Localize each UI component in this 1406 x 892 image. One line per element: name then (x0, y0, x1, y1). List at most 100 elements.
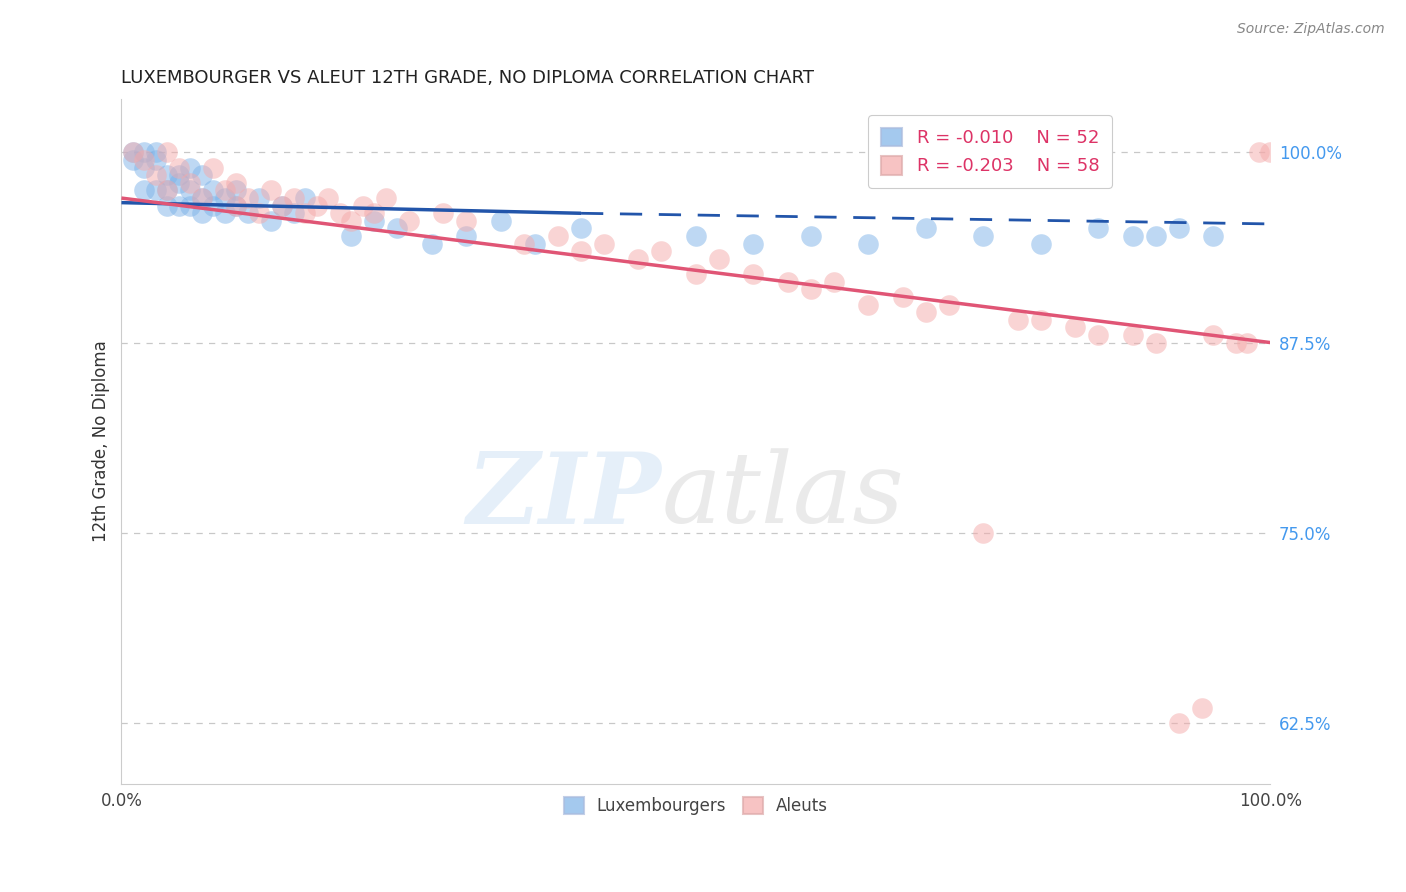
Point (122, 145, 145, 160)
Point (145, 168, 167, 182)
Point (202, 184, 225, 198)
Point (972, 229, 994, 244)
Point (191, 191, 214, 205)
Point (1029, 312, 1052, 326)
Point (1260, 145, 1282, 160)
Point (1144, 335, 1167, 350)
Point (271, 199, 294, 213)
Point (1247, 145, 1270, 160)
Point (1191, 700, 1213, 714)
Point (420, 236, 443, 251)
Point (569, 244, 592, 259)
Point (247, 206, 270, 220)
Point (858, 236, 880, 251)
Point (1122, 229, 1144, 244)
Point (1202, 229, 1225, 244)
Point (179, 184, 201, 198)
Point (156, 168, 179, 182)
Point (891, 290, 914, 304)
Point (363, 214, 385, 228)
Point (800, 282, 823, 296)
Point (283, 191, 305, 205)
Point (260, 184, 283, 198)
Point (1029, 236, 1052, 251)
Point (387, 221, 409, 235)
Point (202, 161, 225, 175)
Point (134, 145, 156, 160)
Point (363, 206, 385, 220)
Point (1144, 229, 1167, 244)
Point (236, 191, 259, 205)
Point (179, 199, 201, 213)
Point (283, 206, 305, 220)
Point (225, 176, 247, 190)
Point (823, 275, 845, 289)
Point (800, 229, 823, 244)
Point (156, 199, 179, 213)
Point (512, 236, 534, 251)
Point (685, 229, 707, 244)
Point (858, 297, 880, 311)
Point (225, 199, 247, 213)
Point (145, 153, 167, 167)
Point (1167, 715, 1189, 730)
Point (167, 176, 190, 190)
Point (374, 191, 396, 205)
Point (489, 214, 512, 228)
Point (214, 206, 236, 220)
Point (547, 229, 569, 244)
Text: LUXEMBOURGER VS ALEUT 12TH GRADE, NO DIPLOMA CORRELATION CHART: LUXEMBOURGER VS ALEUT 12TH GRADE, NO DIP… (121, 69, 814, 87)
Point (167, 199, 190, 213)
Point (707, 252, 730, 266)
Point (145, 145, 167, 160)
Point (456, 214, 478, 228)
Point (316, 191, 339, 205)
Point (294, 191, 316, 205)
Point (340, 214, 363, 228)
Point (914, 305, 936, 319)
Point (593, 236, 616, 251)
Point (1122, 328, 1144, 343)
Point (352, 199, 374, 213)
Text: Source: ZipAtlas.com: Source: ZipAtlas.com (1237, 22, 1385, 37)
Point (271, 199, 294, 213)
Point (294, 206, 316, 220)
Point (145, 184, 167, 198)
Point (260, 214, 283, 228)
Text: atlas: atlas (661, 449, 904, 544)
Point (650, 244, 672, 259)
Point (938, 297, 960, 311)
Text: ZIP: ZIP (467, 448, 661, 544)
Point (191, 191, 214, 205)
Point (398, 214, 420, 228)
Point (156, 145, 179, 160)
Point (569, 221, 592, 235)
Point (305, 199, 328, 213)
Point (1225, 335, 1247, 350)
Point (627, 252, 650, 266)
Point (134, 184, 156, 198)
Point (524, 236, 547, 251)
Point (742, 236, 765, 251)
Point (214, 184, 236, 198)
Point (329, 206, 352, 220)
Point (1064, 320, 1087, 334)
Point (972, 525, 994, 540)
Point (340, 229, 363, 244)
Point (202, 199, 225, 213)
Point (122, 153, 145, 167)
Point (247, 191, 270, 205)
Point (432, 206, 454, 220)
Legend: Luxembourgers, Aleuts: Luxembourgers, Aleuts (555, 789, 837, 823)
Point (179, 161, 201, 175)
Point (156, 184, 179, 198)
Point (456, 229, 478, 244)
Point (225, 199, 247, 213)
Point (179, 176, 201, 190)
Point (156, 184, 179, 198)
Point (742, 267, 765, 281)
Point (214, 191, 236, 205)
Point (236, 206, 259, 220)
Y-axis label: 12th Grade, No Diploma: 12th Grade, No Diploma (93, 341, 110, 542)
Point (191, 168, 214, 182)
